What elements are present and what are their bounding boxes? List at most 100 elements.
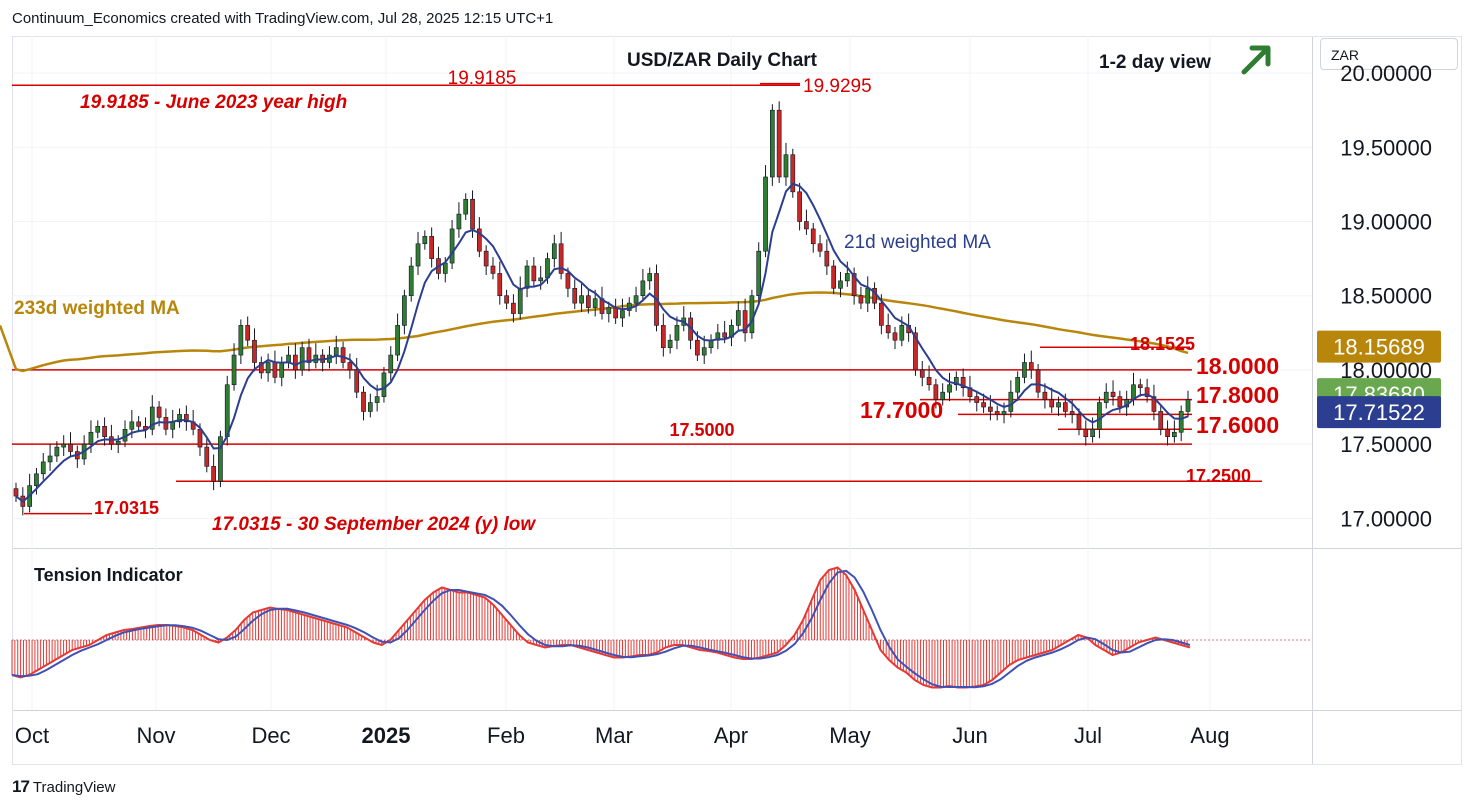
candle [865,276,871,313]
candle-body [988,406,993,412]
y-tick-label: 17.50000 [1340,432,1432,457]
candle-body [177,414,182,423]
candle-body [947,384,952,393]
candle-body [184,414,189,423]
candle-body [402,295,407,326]
ma-233-line [0,291,1189,373]
candle [497,261,503,305]
candle [47,444,53,471]
candle [54,441,60,462]
view-note: 1-2 day view [1099,52,1211,73]
candle [109,424,114,451]
candle [831,260,837,295]
candle [102,417,107,446]
candle-body [953,377,959,386]
candle-body [1110,391,1116,397]
candle [749,289,755,339]
ma-233-label: 233d weighted MA [14,298,180,319]
candle-body [1090,428,1095,437]
candle-body [722,332,727,338]
x-tick-label: Oct [15,723,49,748]
candle [252,328,257,372]
chart-labels: USD/ZAR Daily Chart 1-2 day view 19.9185 19… [14,45,1279,585]
x-tick-label: Dec [251,723,290,748]
candle [960,368,966,397]
candle-body [1028,362,1034,371]
ma-21-label: 21d weighted MA [844,232,991,253]
candle [299,341,305,376]
candle [517,276,523,320]
candle [1035,363,1041,399]
candle-body [660,325,666,348]
candle [681,306,687,332]
candle-body [54,446,60,457]
candle-body [647,273,653,282]
candle-body [238,325,244,356]
candle [1151,384,1157,421]
candle [524,260,530,298]
candle-body [47,455,53,463]
candle-body [422,236,428,245]
candle [388,346,394,382]
candle [1076,408,1082,436]
candle [1172,420,1177,443]
candle-body [797,191,802,222]
tradingview-brand[interactable]: 17 TradingView [12,777,115,797]
candle-body [885,325,891,334]
arrow-shaft [1241,47,1269,75]
candle-body [245,325,251,341]
candle-body [1185,399,1191,412]
candle [742,298,748,342]
candle-body [960,377,966,389]
candle [306,338,312,372]
level-label-19-9295: 19.9295 [803,76,872,97]
candle-body [367,402,373,412]
candle-body [579,295,584,304]
x-tick-label: Mar [595,723,633,748]
candle [218,430,223,488]
candle [170,409,176,439]
candle-body [354,369,360,393]
candle-body [824,250,830,267]
candle-body [374,396,380,403]
candle-body [1063,402,1068,412]
level-label-17-0315: 17.0315 [94,498,159,518]
candle [667,334,673,354]
candle [115,435,121,454]
candle [838,271,843,298]
candle-body [735,310,741,326]
candle [599,286,605,320]
candle [511,294,516,323]
candle [204,438,210,473]
chart-header: Continuum_Economics created with Trading… [12,10,554,27]
price-badge-box [1317,396,1441,429]
candle-body [68,443,73,452]
candle-body [218,436,223,482]
candle [286,346,291,369]
candle-body [701,347,707,356]
candle-body [1117,396,1123,408]
candle-body [497,273,503,297]
price-badge-box [1317,330,1441,363]
candle [817,234,823,258]
candle [1008,380,1014,418]
candle [265,353,271,382]
level-label-17-7000: 17.7000 [860,397,943,423]
candle [13,482,19,502]
candle [149,395,155,436]
candle-body [756,250,762,297]
ma-21-path [15,182,1189,503]
candle [1185,390,1191,418]
x-tick-label: Nov [136,723,175,748]
currency-selector[interactable]: ZAR [1320,38,1458,70]
candle-body [34,473,39,486]
candle [919,361,925,387]
candle-body [858,295,864,304]
candle-body [102,426,107,437]
candle [1049,387,1055,413]
candle [279,356,285,387]
candle-body [211,466,216,482]
candle-body [129,421,135,430]
candle [804,209,809,235]
candle [824,239,830,275]
